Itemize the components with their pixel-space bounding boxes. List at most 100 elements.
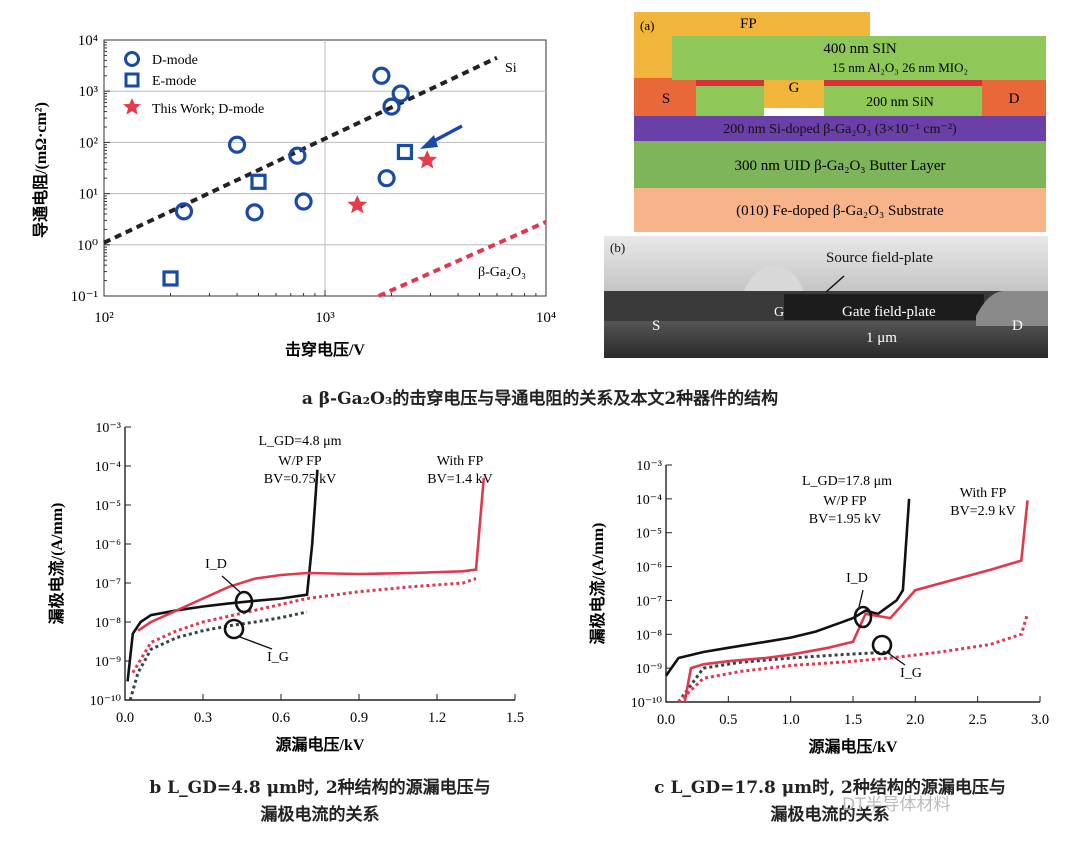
x-tick-label: 0.0	[116, 710, 134, 726]
sem-gate-fp-label: Gate field-plate	[842, 304, 936, 320]
ig-arrow	[887, 652, 906, 666]
point-this-work	[417, 150, 438, 169]
with-fp-label: With FP	[437, 454, 484, 469]
caption-c: c L_GD=17.8 μm时, 2种结构的源漏电压与 漏极电流的关系	[570, 775, 1080, 829]
sem-d-label: D	[1012, 318, 1023, 334]
oxide-label: 15 nm Al₂O₃ 26 nm MIO₂	[832, 60, 968, 75]
buffer-layer	[634, 141, 1046, 188]
x-tick-label: 0.3	[194, 710, 212, 726]
point-d-mode	[227, 135, 247, 154]
sin200-right	[824, 86, 982, 116]
sin200-left	[696, 86, 764, 116]
series-line	[137, 477, 486, 632]
x-tick-label: 1.2	[428, 710, 446, 726]
with-fp-bv: BV=2.9 kV	[950, 504, 1015, 519]
caption-b-line2: 漏极电流的关系	[260, 805, 380, 825]
sem-g-label: G	[774, 305, 784, 320]
y-tick-label: 10⁻⁵	[636, 527, 662, 542]
chart-a: 10² 10³ 10⁴ 10⁻¹ 10⁰ 10¹ 10² 10³ 10⁴ D-mode E-mo…	[31, 33, 556, 359]
series-line	[128, 610, 308, 701]
source-label: S	[662, 91, 670, 107]
x-tick-label: 1.0	[782, 712, 800, 728]
id-arrow	[858, 589, 864, 608]
buffer-label: 300 nm UID β-Ga₂O₃ Butter Layer	[735, 158, 946, 174]
x-tick-label: 0.0	[657, 712, 675, 728]
ig-circle	[871, 634, 893, 656]
y-tick-label: 10⁻⁵	[95, 499, 121, 514]
x-tick-label: 2.5	[969, 712, 987, 728]
y-tick-label: 10³	[79, 84, 99, 100]
y-tick-label: 10⁻⁶	[95, 538, 121, 553]
structure-panel-label: (a)	[640, 18, 654, 33]
wp-fp-bv: BV=0.75 kV	[264, 472, 336, 487]
sem-bottom	[604, 321, 1048, 358]
sem-source-fp-label: Source field-plate	[826, 250, 933, 266]
y-tick-label: 10¹	[79, 187, 99, 203]
y-tick-label: 10⁻⁴	[636, 493, 662, 508]
lgd-label: L_GD=17.8 μm	[802, 474, 892, 489]
ig-circle	[223, 618, 245, 640]
point-d-mode	[174, 202, 194, 221]
x-tick-label: 1.5	[844, 712, 862, 728]
y-tick-label: 10⁴	[78, 33, 98, 49]
point-d-mode	[245, 203, 264, 222]
sin400-layer	[672, 36, 1046, 80]
highlight-arrow	[431, 124, 463, 144]
y-tick-label: 10⁻⁹	[636, 662, 662, 677]
x-tick-label: 0.5	[719, 712, 737, 728]
point-d-mode	[294, 192, 313, 211]
point-this-work	[347, 194, 368, 214]
x-tick-label: 0.9	[350, 710, 368, 726]
x-tick-label: 10²	[94, 310, 114, 326]
y-tick-label: 10²	[79, 135, 99, 151]
si-line-label: Si	[505, 61, 517, 76]
y-tick-label: 10⁻⁸	[636, 628, 662, 643]
sem-scale-label: 1 μm	[866, 330, 897, 346]
series-line	[683, 500, 1029, 703]
drain-label: D	[1009, 91, 1020, 107]
ig-label: I_G	[900, 666, 922, 681]
ig-label: I_G	[267, 650, 289, 665]
caption-c-line2: 漏极电流的关系	[770, 805, 890, 825]
field-plate	[634, 12, 870, 36]
wp-fp-label: W/P FP	[823, 494, 867, 509]
watermark: DT半导体材料	[842, 795, 951, 815]
y-axis-label: 漏极电流/(A/mm)	[588, 523, 607, 645]
point-d-mode	[372, 66, 391, 85]
point-d-mode	[391, 84, 410, 103]
y-tick-label: 10⁻¹⁰	[631, 696, 663, 711]
y-tick-label: 10⁻³	[95, 421, 121, 436]
x-tick-label: 1.5	[506, 710, 524, 726]
legend-marker-this-work	[123, 98, 141, 115]
x-axis-label: 源漏电压/kV	[809, 737, 898, 756]
series-line	[131, 577, 477, 674]
point-d-mode	[377, 169, 396, 188]
y-tick-label: 10⁻⁸	[95, 616, 121, 631]
ga2o3-line-label: β-Ga₂O₃	[478, 265, 526, 280]
x-axis-label: 源漏电压/kV	[276, 735, 365, 754]
lgd-label: L_GD=4.8 μm	[258, 434, 341, 449]
x-tick-label: 10³	[315, 310, 335, 326]
gate-label: G	[789, 80, 800, 96]
caption-a: a β-Ga₂O₃的击穿电压与导通电阻的关系及本文2种器件的结构	[301, 389, 779, 409]
series-line	[677, 613, 1029, 704]
chart-c: 0.0 0.5 1.0 1.5 2.0 2.5 3.0 10⁻¹⁰ 10⁻⁹ 10⁻⁸ 10⁻⁷ 10…	[588, 459, 1049, 756]
sem-gate-bump	[744, 266, 804, 291]
sem-image: (b) Source field-plate Gate field-plate …	[604, 236, 1048, 358]
chart-a-points	[162, 66, 438, 287]
id-circle	[853, 605, 873, 629]
point-e-mode	[250, 173, 267, 190]
highlight-arrowhead	[420, 135, 438, 149]
id-label: I_D	[846, 571, 868, 586]
y-tick-label: 10⁻¹⁰	[90, 694, 122, 709]
caption-b-line1: b L_GD=4.8 μm时, 2种结构的源漏电压与	[149, 778, 491, 798]
id-arrow	[221, 575, 241, 593]
point-d-mode	[382, 97, 401, 116]
id-label: I_D	[205, 557, 227, 572]
sem-arrow	[825, 275, 845, 293]
legend-marker-e-mode	[124, 72, 140, 88]
y-tick-label: 10⁻¹	[71, 289, 98, 305]
sem-gate-fp	[784, 294, 984, 320]
device-structure-diagram: (a) FP 400 nm SIN 15 nm Al₂O₃ 26 nm MIO₂…	[634, 12, 1046, 232]
chart-a-y-axis-label: 导通电阻/(mΩ·cm²)	[31, 102, 50, 238]
